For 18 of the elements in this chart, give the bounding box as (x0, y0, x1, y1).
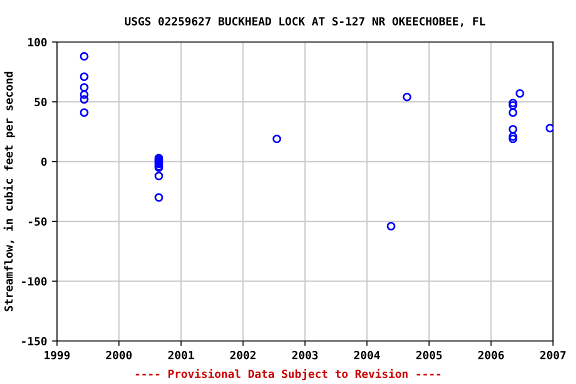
y-tick-label: -150 (22, 336, 47, 346)
y-tick-label: -100 (22, 277, 47, 286)
x-tick-label: 1999 (44, 350, 70, 360)
x-tick-label: 2007 (540, 350, 566, 360)
y-axis-title: Streamflow, in cubic feet per second (4, 72, 15, 312)
y-tick-label: 50 (34, 98, 47, 106)
chart-title: USGS 02259627 BUCKHEAD LOCK AT S-127 NR OKEECHOBEE, FL (124, 17, 486, 27)
y-tick-label: -50 (28, 217, 47, 226)
x-tick-label: 2003 (292, 350, 318, 360)
x-tick-label: 2006 (478, 350, 504, 360)
x-tick-label: 2001 (168, 350, 194, 360)
x-tick-label: 2000 (106, 350, 132, 360)
y-tick-label: 0 (41, 158, 47, 166)
y-tick-label: 100 (28, 38, 47, 46)
x-tick-label: 2005 (416, 350, 442, 360)
text: ---- Provisional Data Subject to Revision ---- (136, 368, 440, 380)
x-tick-label: 2002 (230, 350, 256, 360)
x-tick-label: 2004 (354, 350, 380, 360)
